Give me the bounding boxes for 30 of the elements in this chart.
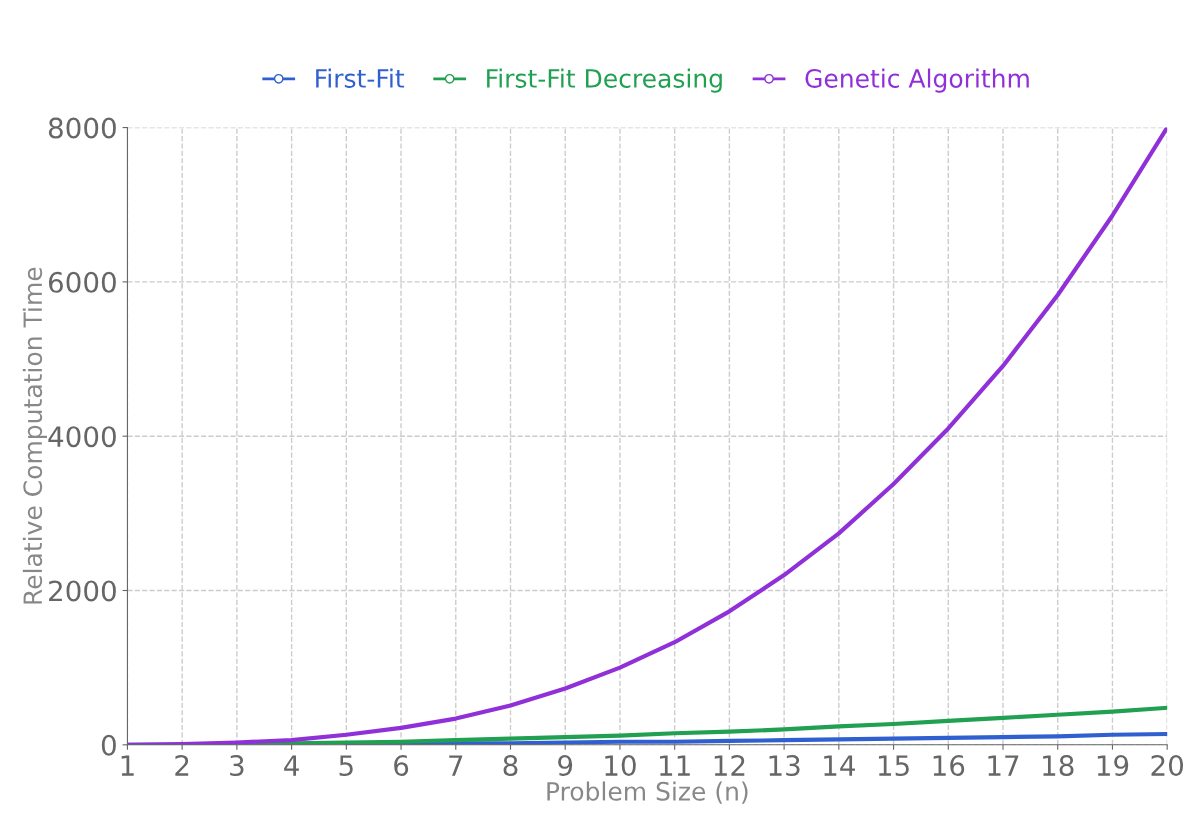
x-tick-label: 13 [769,755,800,777]
x-tick-label: 2 [175,755,189,776]
x-tick-label: 12 [714,755,745,776]
x-tick-label: 9 [558,755,573,777]
x-tick-label: 4 [284,755,299,776]
legend-label: First-Fit [316,68,405,88]
x-tick-label: 11 [660,755,690,776]
x-tick-label: 1 [121,755,134,776]
x-tick-label: 15 [878,755,909,777]
y-tick-label: 8000 [48,117,116,139]
x-tick-label: 14 [824,755,855,776]
x-tick-label: 7 [449,755,463,776]
x-tick-label: 16 [933,755,965,777]
y-tick-label: 6000 [48,271,116,293]
y-tick-label: 2000 [49,580,116,602]
y-axis-title: Relative Computation Time [22,267,48,604]
x-axis-title: Problem Size (n) [547,781,748,804]
x-tick-label: 8 [503,755,518,777]
y-tick-label: 0 [101,734,116,756]
legend-label: Genetic Algorithm [805,68,1029,93]
x-tick-label: 17 [988,755,1019,776]
x-tick-label: 10 [605,755,636,777]
x-tick-label: 20 [1151,755,1184,777]
legend-label: First-Fit Decreasing [487,68,722,93]
y-tick-label: 4000 [48,426,116,448]
x-tick-label: 18 [1043,755,1074,777]
x-tick-label: 6 [394,755,409,777]
x-tick-label: 5 [339,755,353,777]
x-tick-label: 3 [230,755,244,777]
x-tick-label: 19 [1097,755,1129,777]
